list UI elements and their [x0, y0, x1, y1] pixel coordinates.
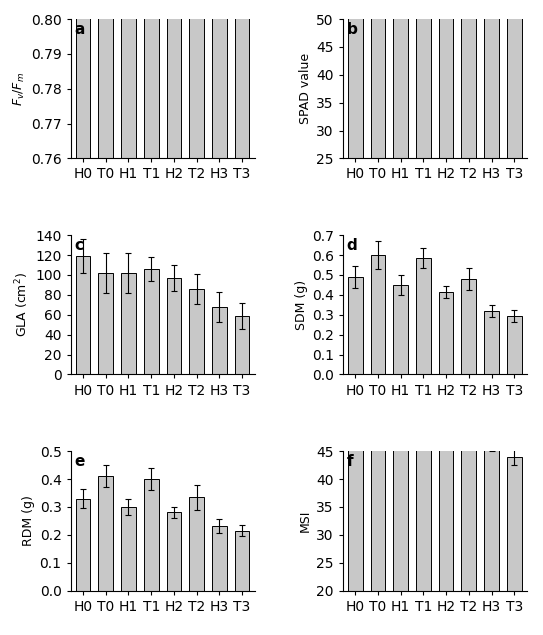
Bar: [235, 316, 249, 375]
Bar: [371, 382, 386, 591]
Bar: [371, 0, 386, 159]
Y-axis label: SDM (g): SDM (g): [295, 280, 307, 330]
Bar: [439, 0, 453, 159]
Bar: [75, 0, 91, 159]
Bar: [507, 457, 522, 591]
Bar: [144, 0, 159, 159]
Bar: [371, 255, 386, 375]
Text: e: e: [74, 454, 85, 469]
Bar: [416, 258, 431, 375]
Bar: [439, 292, 453, 375]
Text: a: a: [74, 22, 85, 37]
Text: c: c: [74, 238, 83, 253]
Bar: [348, 411, 363, 591]
Text: f: f: [346, 454, 353, 469]
Bar: [75, 498, 91, 591]
Bar: [348, 277, 363, 375]
Bar: [393, 285, 408, 375]
Bar: [462, 0, 476, 159]
Bar: [235, 531, 249, 591]
Text: b: b: [346, 22, 357, 37]
Bar: [462, 279, 476, 375]
Bar: [167, 278, 181, 375]
Bar: [507, 0, 522, 159]
Bar: [121, 273, 136, 375]
Bar: [167, 0, 181, 159]
Bar: [416, 418, 431, 591]
Y-axis label: RDM (g): RDM (g): [22, 495, 35, 546]
Bar: [75, 256, 91, 375]
Y-axis label: $F_v$/$F_m$: $F_v$/$F_m$: [11, 72, 27, 106]
Y-axis label: SPAD value: SPAD value: [299, 53, 312, 124]
Bar: [189, 289, 204, 375]
Bar: [484, 438, 499, 591]
Bar: [507, 316, 522, 375]
Bar: [144, 269, 159, 375]
Bar: [189, 0, 204, 159]
Bar: [121, 0, 136, 159]
Bar: [462, 426, 476, 591]
Bar: [348, 0, 363, 159]
Bar: [189, 497, 204, 591]
Bar: [167, 512, 181, 591]
Bar: [212, 307, 226, 375]
Y-axis label: MSI: MSI: [299, 510, 312, 532]
Bar: [98, 0, 113, 159]
Text: d: d: [346, 238, 357, 253]
Bar: [212, 526, 226, 591]
Y-axis label: GLA (cm$^2$): GLA (cm$^2$): [14, 272, 31, 337]
Bar: [144, 479, 159, 591]
Bar: [98, 273, 113, 375]
Bar: [393, 0, 408, 159]
Bar: [484, 311, 499, 375]
Bar: [484, 0, 499, 159]
Bar: [235, 0, 249, 159]
Bar: [416, 0, 431, 159]
Bar: [98, 476, 113, 591]
Bar: [439, 426, 453, 591]
Bar: [393, 406, 408, 591]
Bar: [212, 0, 226, 159]
Bar: [121, 507, 136, 591]
